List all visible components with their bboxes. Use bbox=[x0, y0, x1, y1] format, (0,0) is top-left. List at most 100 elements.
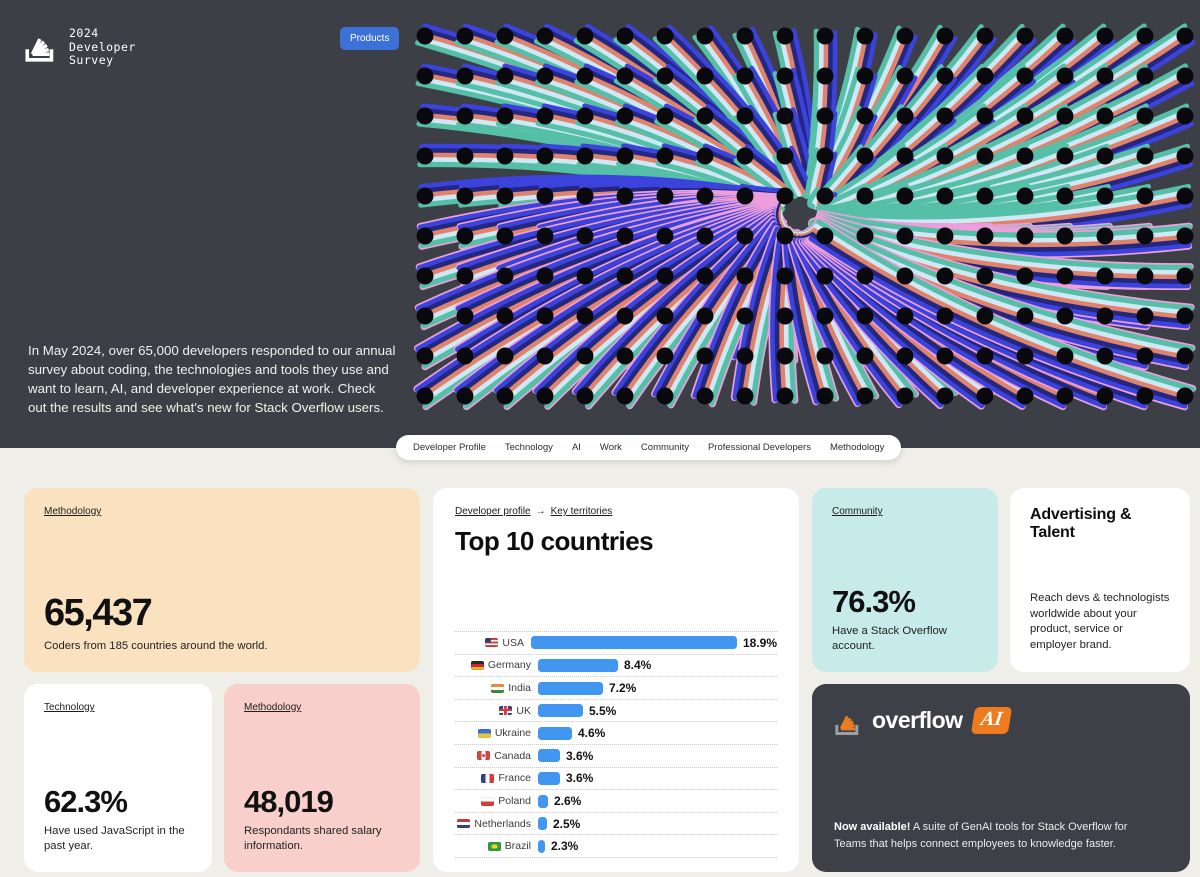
community-caption: Have a Stack Overflow account. bbox=[832, 624, 947, 652]
country-row-usa: USA 18.9% bbox=[455, 632, 777, 655]
country-label: Poland bbox=[498, 795, 531, 808]
country-label: UK bbox=[516, 704, 531, 717]
country-bar bbox=[538, 839, 545, 853]
salary-caption: Respondants shared salary information. bbox=[244, 824, 382, 852]
overflow-ai-logo: overflow AI bbox=[834, 704, 1168, 737]
javascript-tag-link[interactable]: Technology bbox=[44, 702, 95, 713]
country-row-netherlands: Netherlands 2.5% bbox=[455, 813, 777, 836]
country-row-uk: UK 5.5% bbox=[455, 700, 777, 723]
country-row-france: France 3.6% bbox=[455, 768, 777, 791]
country-value: 7.2% bbox=[609, 681, 637, 696]
products-button[interactable]: Products bbox=[340, 27, 400, 50]
country-label: Canada bbox=[494, 749, 531, 762]
intro-text: In May 2024, over 65,000 developers resp… bbox=[28, 343, 396, 416]
nav-item-ai[interactable]: AI bbox=[571, 442, 581, 453]
chart-title: Top 10 countries bbox=[455, 526, 654, 556]
respondents-card: Methodology 65,437 Coders from 185 count… bbox=[24, 488, 420, 672]
overflow-wordmark: overflow bbox=[872, 707, 963, 733]
country-row-india: India 7.2% bbox=[455, 677, 777, 700]
javascript-caption: Have used JavaScript in the past year. bbox=[44, 824, 185, 852]
community-stat: 76.3% bbox=[832, 583, 916, 619]
stackoverflow-fan-icon bbox=[25, 38, 54, 62]
flag-icon-india bbox=[491, 683, 505, 693]
country-label: Brazil bbox=[504, 840, 531, 853]
survey-nav: Developer Profile Technology AI Work Communi… bbox=[396, 435, 902, 460]
advertising-title: Advertising & Talent bbox=[1030, 506, 1132, 541]
survey-title: 2024 Developer Survey bbox=[69, 26, 136, 67]
nav-item-methodology[interactable]: Methodology bbox=[829, 442, 885, 453]
advertising-body: Reach devs & technologists worldwide abo… bbox=[1030, 591, 1170, 652]
flag-icon-france bbox=[481, 773, 495, 783]
country-value: 2.3% bbox=[551, 839, 579, 854]
nav-item-community[interactable]: Community bbox=[640, 442, 689, 453]
country-bar bbox=[538, 771, 560, 785]
countries-chart: USA 18.9% Germany 8.4% India 7.2% UK 5.5% Ukrain… bbox=[455, 631, 777, 858]
flag-icon-netherlands bbox=[457, 819, 471, 829]
flag-icon-ukraine bbox=[477, 728, 491, 738]
country-bar bbox=[538, 817, 547, 831]
ai-badge: AI bbox=[970, 707, 1012, 734]
country-value: 3.6% bbox=[566, 748, 594, 763]
respondents-stat: 65,437 bbox=[44, 591, 153, 634]
country-row-canada: Canada 3.6% bbox=[455, 745, 777, 768]
salary-tag-link[interactable]: Methodology bbox=[244, 702, 302, 713]
dot-vortex-graphic bbox=[413, 23, 1197, 411]
country-row-poland: Poland 2.6% bbox=[455, 790, 777, 813]
cards-grid: Methodology 65,437 Coders from 185 count… bbox=[24, 488, 1190, 872]
country-value: 5.5% bbox=[589, 703, 617, 718]
country-row-brazil: Brazil 2.3% bbox=[455, 835, 777, 858]
country-label: Netherlands bbox=[474, 817, 531, 830]
country-row-ukraine: Ukraine 4.6% bbox=[455, 722, 777, 746]
right-top-split: Community 76.3% Have a Stack Overflow ac… bbox=[812, 488, 1190, 672]
javascript-stat: 62.3% bbox=[44, 783, 128, 819]
country-label: Ukraine bbox=[494, 727, 531, 740]
country-bar bbox=[538, 749, 560, 763]
left-bottom-split: Technology 62.3% Have used JavaScript in… bbox=[24, 684, 420, 872]
country-bar bbox=[538, 726, 572, 740]
community-card: Community 76.3% Have a Stack Overflow ac… bbox=[812, 488, 998, 672]
top-countries-card: Developer profile → Key territories Top … bbox=[433, 488, 799, 872]
advertising-card: Advertising & Talent Reach devs & techno… bbox=[1010, 488, 1190, 672]
country-bar bbox=[538, 658, 618, 672]
country-label: France bbox=[498, 772, 531, 785]
flag-icon-usa bbox=[485, 638, 499, 648]
country-bar bbox=[538, 704, 583, 718]
nav-item-work[interactable]: Work bbox=[599, 442, 622, 453]
country-row-germany: Germany 8.4% bbox=[455, 655, 777, 678]
breadcrumb-arrow-icon: → bbox=[535, 506, 546, 517]
country-bar bbox=[538, 681, 603, 695]
breadcrumb-developer-profile[interactable]: Developer profile bbox=[455, 506, 531, 517]
overflow-ai-body-bold: Now available! bbox=[834, 821, 911, 833]
country-label: India bbox=[508, 682, 531, 695]
breadcrumb-key-territories[interactable]: Key territories bbox=[550, 506, 613, 517]
flag-icon-brazil bbox=[487, 841, 501, 851]
nav-item-technology[interactable]: Technology bbox=[504, 442, 553, 453]
nav-item-developer-profile[interactable]: Developer Profile bbox=[413, 442, 486, 453]
flag-icon-poland bbox=[481, 796, 495, 806]
country-value: 3.6% bbox=[566, 771, 594, 786]
nav-item-professional-developers[interactable]: Professional Developers bbox=[707, 442, 811, 453]
country-label: Germany bbox=[487, 659, 531, 672]
flag-icon-uk bbox=[499, 706, 513, 716]
overflow-fan-icon bbox=[835, 715, 859, 736]
respondents-tag-link[interactable]: Methodology bbox=[44, 506, 102, 517]
overflow-ai-card[interactable]: overflow AI Now available! A suite of Ge… bbox=[812, 684, 1190, 872]
flag-icon-germany bbox=[470, 660, 484, 670]
hero-section: 2024 Developer Survey Products In May 20… bbox=[0, 0, 1200, 448]
respondents-caption: Coders from 185 countries around the wor… bbox=[44, 639, 268, 652]
site-logo[interactable]: 2024 Developer Survey bbox=[24, 24, 136, 68]
country-bar bbox=[530, 636, 737, 650]
country-label: USA bbox=[502, 636, 524, 649]
community-tag-link[interactable]: Community bbox=[832, 506, 883, 517]
salary-stat: 48,019 bbox=[244, 783, 334, 819]
country-value: 2.5% bbox=[553, 816, 581, 831]
country-bar bbox=[538, 794, 548, 808]
country-value: 8.4% bbox=[624, 658, 652, 673]
country-value: 4.6% bbox=[578, 726, 606, 741]
javascript-card: Technology 62.3% Have used JavaScript in… bbox=[24, 684, 212, 872]
flag-icon-canada bbox=[477, 751, 491, 761]
salary-card: Methodology 48,019 Respondants shared sa… bbox=[224, 684, 420, 872]
overflow-ai-body: Now available! A suite of GenAI tools fo… bbox=[834, 821, 1128, 850]
country-value: 18.9% bbox=[742, 635, 777, 650]
